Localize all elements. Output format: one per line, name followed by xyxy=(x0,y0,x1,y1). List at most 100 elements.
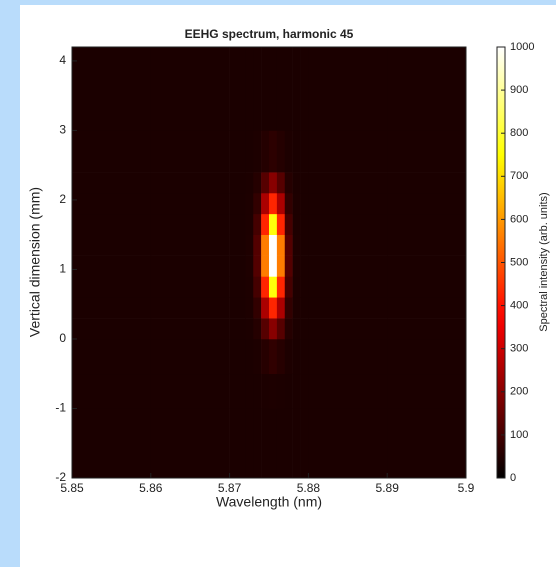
heatmap-cell xyxy=(261,297,270,319)
heatmap-cell xyxy=(387,408,467,479)
heatmap-cell xyxy=(253,172,262,194)
heatmap-cell xyxy=(308,47,388,131)
heatmap-cell xyxy=(245,408,254,479)
heatmap-cell xyxy=(72,47,152,131)
heatmap-cell xyxy=(72,234,152,256)
heatmap-cell xyxy=(276,255,286,277)
heatmap-cell xyxy=(253,255,262,277)
heatmap-cell xyxy=(150,338,230,375)
heatmap-cell xyxy=(284,373,293,409)
heatmap-cell xyxy=(308,373,388,409)
heatmap-cell xyxy=(229,338,246,375)
heatmap-cell xyxy=(229,234,246,256)
heatmap-cell xyxy=(292,255,301,277)
heatmap-cell xyxy=(308,234,388,256)
heatmap-cell xyxy=(292,47,301,131)
colorbar-tick-label: 400 xyxy=(510,300,528,312)
heatmap-cell xyxy=(292,234,301,256)
heatmap-cell xyxy=(387,130,467,173)
heatmap-cell xyxy=(261,338,270,375)
colorbar-tick-label: 0 xyxy=(510,472,516,484)
heatmap-cell xyxy=(308,192,388,215)
heatmap-cell xyxy=(229,192,246,215)
heatmap-cell xyxy=(292,130,301,173)
heatmap xyxy=(72,47,467,479)
y-tick-label: 4 xyxy=(59,53,66,67)
heatmap-cell xyxy=(308,338,388,375)
heatmap-cell xyxy=(229,297,246,319)
heatmap-cell xyxy=(300,255,309,277)
heatmap-cell xyxy=(284,276,293,298)
heatmap-cell xyxy=(300,47,309,131)
heatmap-cell xyxy=(245,213,254,235)
heatmap-cell xyxy=(284,172,293,194)
plot-frame xyxy=(71,46,467,479)
heatmap-cell xyxy=(261,373,270,409)
heatmap-cell xyxy=(253,276,262,298)
x-tick-label: 5.85 xyxy=(60,481,84,495)
heatmap-cell xyxy=(229,276,246,298)
heatmap-cell xyxy=(308,408,388,479)
heatmap-cell xyxy=(72,318,152,340)
heatmap-cell xyxy=(276,213,286,235)
heatmap-cell xyxy=(284,408,293,479)
heatmap-cell xyxy=(245,318,254,340)
heatmap-cell xyxy=(229,130,246,173)
heatmap-cell xyxy=(229,255,246,277)
heatmap-cell xyxy=(308,172,388,194)
heatmap-cell xyxy=(308,276,388,298)
heatmap-cell xyxy=(300,234,309,256)
heatmap-cell xyxy=(276,172,286,194)
heatmap-cell xyxy=(284,255,293,277)
heatmap-cell xyxy=(308,255,388,277)
heatmap-cell xyxy=(387,338,467,375)
heatmap-cell xyxy=(276,338,286,375)
heatmap-cell xyxy=(229,213,246,235)
heatmap-cell xyxy=(253,408,262,479)
x-tick-label: 5.86 xyxy=(139,481,163,495)
heatmap-cell xyxy=(276,47,286,131)
heatmap-cell xyxy=(269,172,278,194)
heatmap-cell xyxy=(269,47,278,131)
heatmap-cell xyxy=(387,192,467,215)
heatmap-cell xyxy=(308,297,388,319)
heatmap-cell xyxy=(308,130,388,173)
colorbar-tick-label: 600 xyxy=(510,213,528,225)
heatmap-cell xyxy=(72,408,152,479)
heatmap-cell xyxy=(269,255,278,277)
heatmap-cell xyxy=(292,213,301,235)
x-tick-label: 5.88 xyxy=(297,481,321,495)
heatmap-cell xyxy=(72,297,152,319)
heatmap-cell xyxy=(269,318,278,340)
heatmap-cell xyxy=(269,297,278,319)
heatmap-cell xyxy=(276,318,286,340)
heatmap-cell xyxy=(300,408,309,479)
heatmap-cell xyxy=(292,172,301,194)
heatmap-cell xyxy=(253,47,262,131)
heatmap-cell xyxy=(229,47,246,131)
x-tick-label: 5.9 xyxy=(458,481,475,495)
y-tick-label: -1 xyxy=(55,401,66,415)
heatmap-cell xyxy=(72,255,152,277)
heatmap-cell xyxy=(276,408,286,479)
colorbar-tick-label: 700 xyxy=(510,170,528,182)
y-tick-label: 0 xyxy=(59,331,66,345)
heatmap-cell xyxy=(269,408,278,479)
colorbar-tick-label: 500 xyxy=(510,256,528,268)
heatmap-cell xyxy=(269,213,278,235)
y-tick-label: 2 xyxy=(59,192,66,206)
heatmap-cell xyxy=(300,297,309,319)
heatmap-cell xyxy=(229,172,246,194)
heatmap-cell xyxy=(150,408,230,479)
heatmap-cell xyxy=(261,213,270,235)
heatmap-cell xyxy=(284,297,293,319)
heatmap-cell xyxy=(387,276,467,298)
heatmap-cell xyxy=(292,318,301,340)
heatmap-cell xyxy=(269,338,278,375)
heatmap-cell xyxy=(276,192,286,215)
heatmap-cell xyxy=(387,297,467,319)
heatmap-cell xyxy=(72,338,152,375)
heatmap-cell xyxy=(300,192,309,215)
heatmap-cell xyxy=(292,408,301,479)
